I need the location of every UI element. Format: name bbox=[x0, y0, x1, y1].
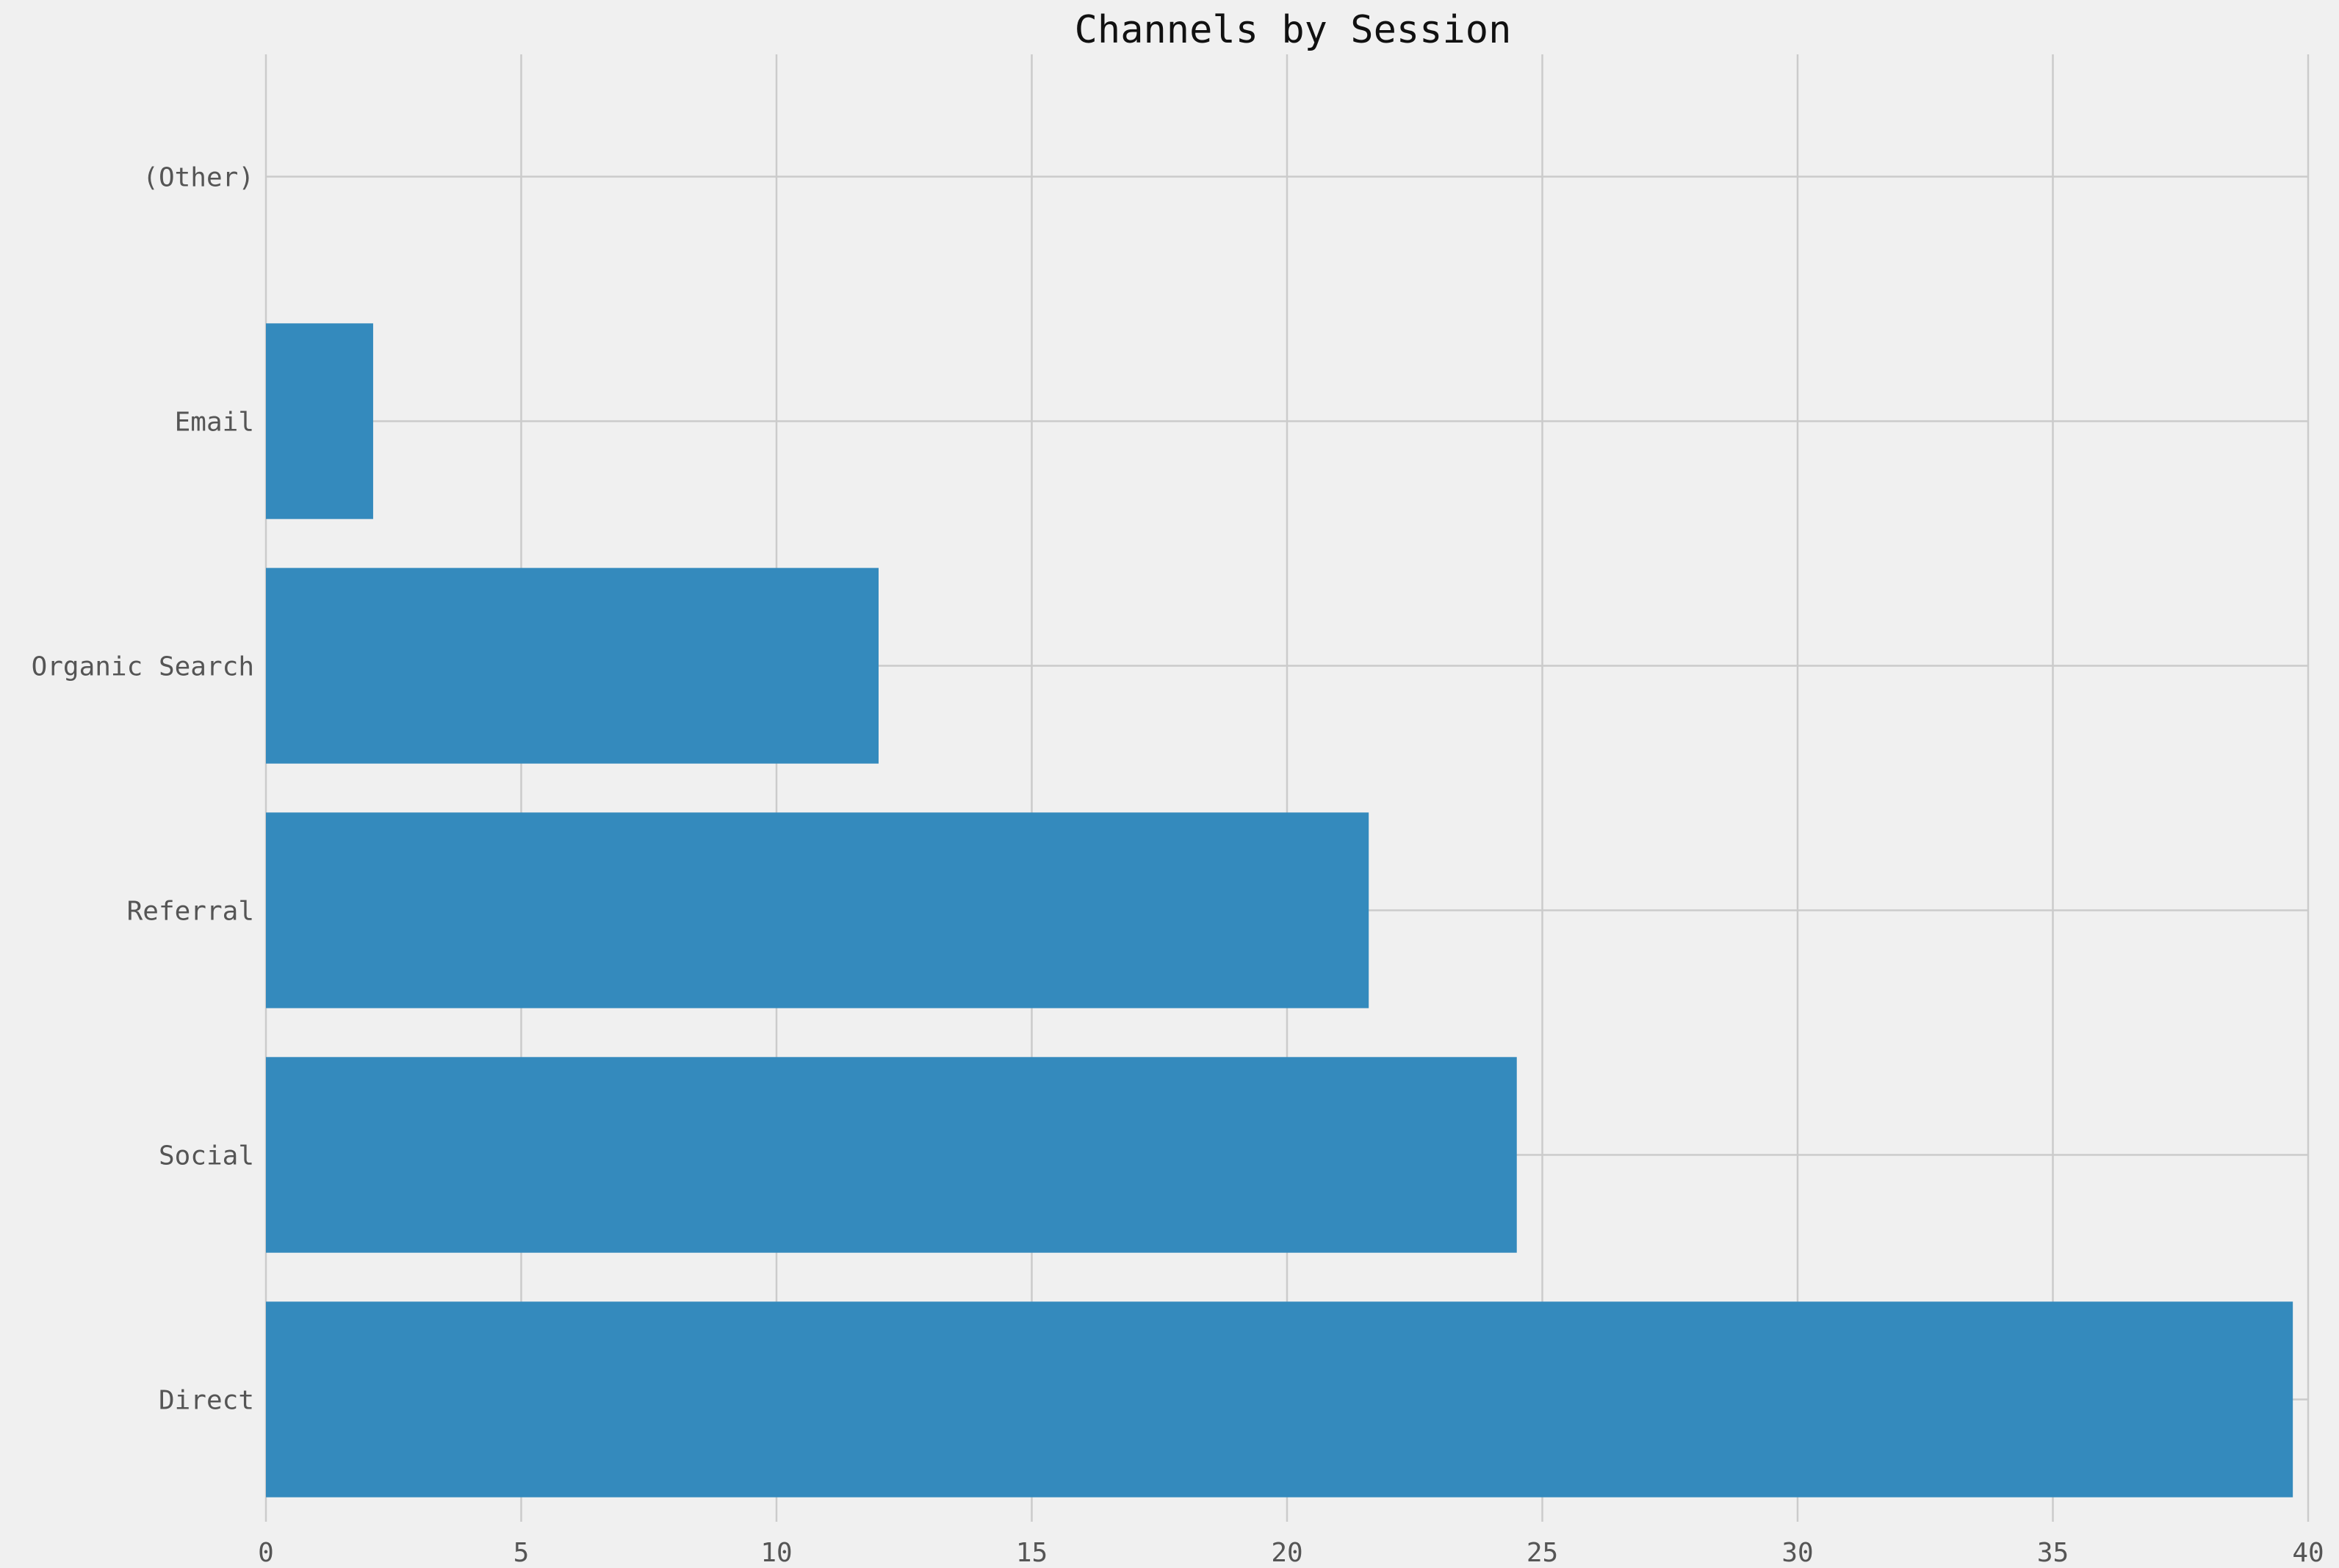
x-tick-label: 20 bbox=[1271, 1538, 1302, 1568]
x-tick-labels: 0 5 10 15 20 25 30 35 40 bbox=[258, 1538, 2324, 1568]
bar-direct bbox=[266, 1301, 2293, 1497]
chart-title: Channels by Session bbox=[1075, 8, 1512, 52]
bar-email bbox=[266, 323, 373, 519]
x-tick-label: 0 bbox=[258, 1538, 274, 1568]
x-tick-label: 5 bbox=[513, 1538, 530, 1568]
bar-organic-search bbox=[266, 568, 879, 764]
y-tick-label: Organic Search bbox=[32, 652, 254, 682]
x-tick-label: 30 bbox=[1781, 1538, 1813, 1568]
bar-referral bbox=[266, 812, 1369, 1008]
y-tick-label: (Other) bbox=[143, 163, 254, 193]
y-tick-label: Social bbox=[159, 1141, 254, 1171]
x-tick-label: 15 bbox=[1016, 1538, 1048, 1568]
y-tick-label: Email bbox=[175, 408, 254, 438]
x-tick-label: 35 bbox=[2037, 1538, 2069, 1568]
x-tick-label: 10 bbox=[760, 1538, 792, 1568]
bars bbox=[266, 323, 2293, 1497]
bar-social bbox=[266, 1057, 1517, 1253]
y-tick-label: Referral bbox=[127, 897, 254, 927]
y-tick-label: Direct bbox=[159, 1386, 254, 1416]
x-tick-label: 40 bbox=[2292, 1538, 2324, 1568]
y-tick-labels: Direct Social Referral Organic Search Email (… bbox=[32, 163, 254, 1416]
x-tick-label: 25 bbox=[1527, 1538, 1558, 1568]
